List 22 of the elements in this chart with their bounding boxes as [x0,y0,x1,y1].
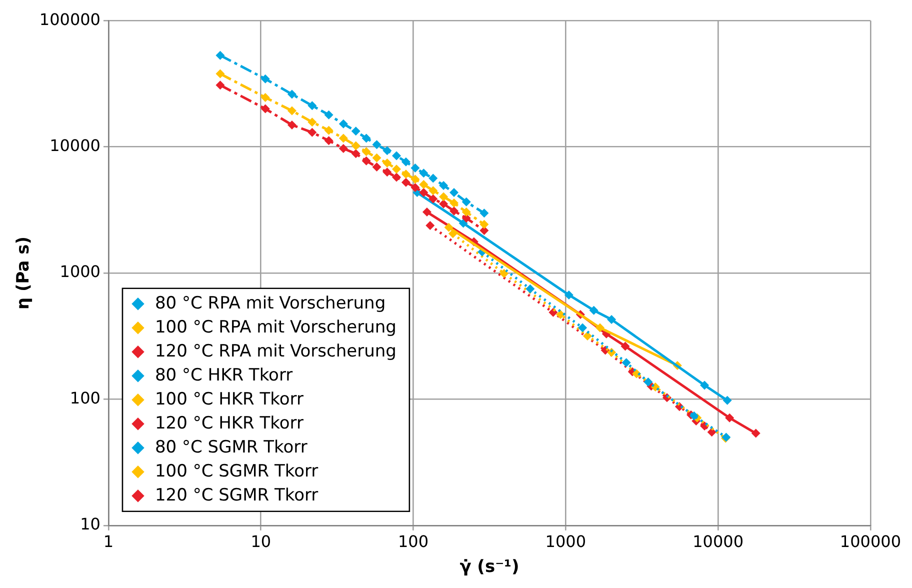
legend-label: 100 °C SGMR Tkorr [154,461,318,482]
legend-label: 100 °C HKR Tkorr [154,389,304,410]
y-axis-title: η (Pa s) [14,236,34,310]
x-tick-label: 1000 [545,532,586,552]
x-tick-label: 100 [398,532,429,552]
x-tick-label: 1 [103,532,114,552]
y-tick-label: 10 [80,514,100,534]
legend-label: 120 °C HKR Tkorr [154,413,304,434]
x-tick-label: 10 [250,532,272,552]
legend-label: 100 °C RPA mit Vorscherung [154,317,396,338]
legend-label: 80 °C RPA mit Vorscherung [154,293,386,314]
x-axis-title: γ̇ (s⁻¹) [460,557,520,578]
y-tick-label: 1000 [60,262,100,282]
legend-label: 80 °C HKR Tkorr [154,365,293,386]
y-tick-label: 100 [70,388,100,408]
legend-label: 120 °C RPA mit Vorscherung [154,341,396,362]
legend-label: 80 °C SGMR Tkorr [154,437,308,458]
y-tick-label: 10000 [50,136,100,155]
x-tick-label: 10000 [692,532,744,552]
x-tick-label: 100000 [840,532,901,552]
y-tick-label: 100000 [39,10,100,29]
legend-label: 120 °C SGMR Tkorr [154,485,318,506]
